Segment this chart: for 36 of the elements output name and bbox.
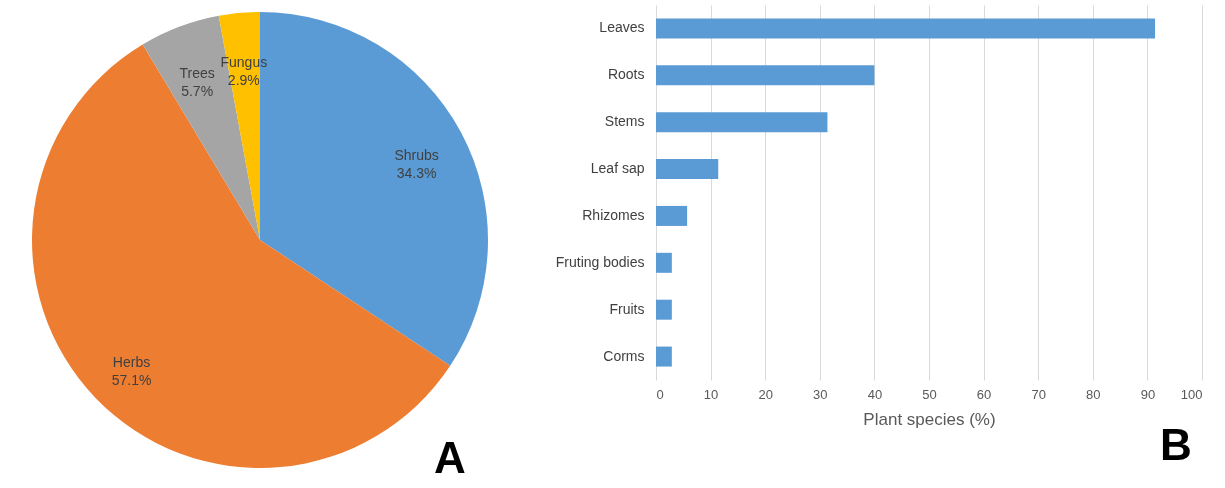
bar bbox=[656, 159, 719, 180]
x-tick-label: 0 bbox=[656, 386, 664, 402]
slice-label: Shrubs bbox=[394, 146, 439, 163]
slice-label: Herbs bbox=[112, 353, 151, 370]
bar bbox=[656, 112, 828, 133]
y-tick-label: Rhizomes bbox=[582, 206, 645, 223]
bar bbox=[656, 18, 1156, 39]
y-tick-label: Stems bbox=[604, 113, 645, 130]
x-tick-label: 80 bbox=[1086, 386, 1101, 402]
x-tick-label: 50 bbox=[922, 386, 937, 402]
bar bbox=[656, 299, 672, 320]
slice-label: Trees bbox=[179, 64, 215, 81]
y-tick-label: Fruits bbox=[609, 300, 645, 317]
data-label: 5.7% bbox=[181, 82, 214, 99]
x-tick-label: 100 bbox=[1180, 386, 1203, 402]
bar bbox=[656, 205, 688, 226]
x-tick-label: 90 bbox=[1140, 386, 1156, 402]
x-tick-label: 20 bbox=[758, 386, 773, 402]
y-tick-label: Corms bbox=[603, 347, 645, 364]
data-label: 57.1% bbox=[111, 371, 152, 388]
text: B bbox=[1160, 420, 1192, 469]
data-label: 34.3% bbox=[396, 164, 437, 181]
bar bbox=[656, 252, 672, 273]
x-tick-label: 40 bbox=[867, 386, 883, 402]
y-tick-label: Roots bbox=[607, 66, 645, 83]
bar bbox=[656, 346, 672, 367]
text: A bbox=[434, 433, 466, 482]
x-tick-label: 10 bbox=[703, 386, 719, 402]
x-tick-label: 70 bbox=[1031, 386, 1046, 402]
bar bbox=[656, 65, 875, 86]
x-axis-title: Plant species (%) bbox=[863, 409, 996, 429]
y-tick-label: Leaves bbox=[599, 19, 645, 36]
y-tick-label: Leaf sap bbox=[590, 160, 645, 177]
x-tick-label: 60 bbox=[976, 386, 992, 402]
y-tick-label: Fruting bodies bbox=[555, 253, 645, 270]
x-tick-label: 30 bbox=[813, 386, 828, 402]
